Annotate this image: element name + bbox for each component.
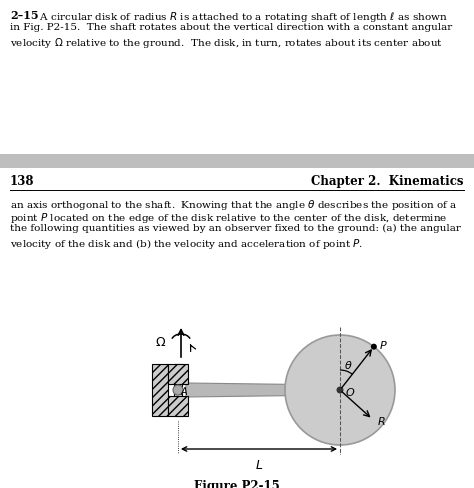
Text: $A$: $A$: [180, 385, 189, 397]
Text: A circular disk of radius $R$ is attached to a rotating shaft of length $\ell$ a: A circular disk of radius $R$ is attache…: [10, 10, 448, 24]
Polygon shape: [186, 383, 339, 397]
Bar: [168, 364, 188, 384]
Text: Figure P2-15: Figure P2-15: [194, 480, 280, 488]
Text: $\Omega$: $\Omega$: [155, 336, 166, 348]
Bar: [0, 154, 474, 168]
Text: 138: 138: [10, 175, 35, 188]
Text: Chapter 2.  Kinematics: Chapter 2. Kinematics: [311, 175, 464, 188]
Circle shape: [173, 385, 183, 395]
Circle shape: [337, 386, 344, 393]
Bar: [174, 364, 182, 416]
Text: $\theta$: $\theta$: [344, 360, 353, 371]
Text: the following quantities as viewed by an observer fixed to the ground: (a) the a: the following quantities as viewed by an…: [10, 224, 461, 233]
Circle shape: [285, 335, 395, 445]
Text: $O$: $O$: [345, 386, 356, 398]
Text: velocity of the disk and (b) the velocity and acceleration of point $P$.: velocity of the disk and (b) the velocit…: [10, 237, 363, 251]
Text: 2–15: 2–15: [10, 10, 38, 21]
Bar: [152, 364, 168, 416]
Circle shape: [371, 344, 377, 350]
Bar: [168, 396, 188, 416]
Text: $R$: $R$: [377, 415, 385, 427]
Text: $L$: $L$: [255, 459, 263, 472]
Text: $P$: $P$: [379, 339, 388, 351]
Text: velocity $\Omega$ relative to the ground.  The disk, in turn, rotates about its : velocity $\Omega$ relative to the ground…: [10, 36, 443, 50]
Text: in Fig. P2-15.  The shaft rotates about the vertical direction with a constant a: in Fig. P2-15. The shaft rotates about t…: [10, 23, 452, 32]
Text: an axis orthogonal to the shaft.  Knowing that the angle $\theta$ describes the : an axis orthogonal to the shaft. Knowing…: [10, 198, 457, 212]
Text: point $P$ located on the edge of the disk relative to the center of the disk, de: point $P$ located on the edge of the dis…: [10, 211, 447, 225]
